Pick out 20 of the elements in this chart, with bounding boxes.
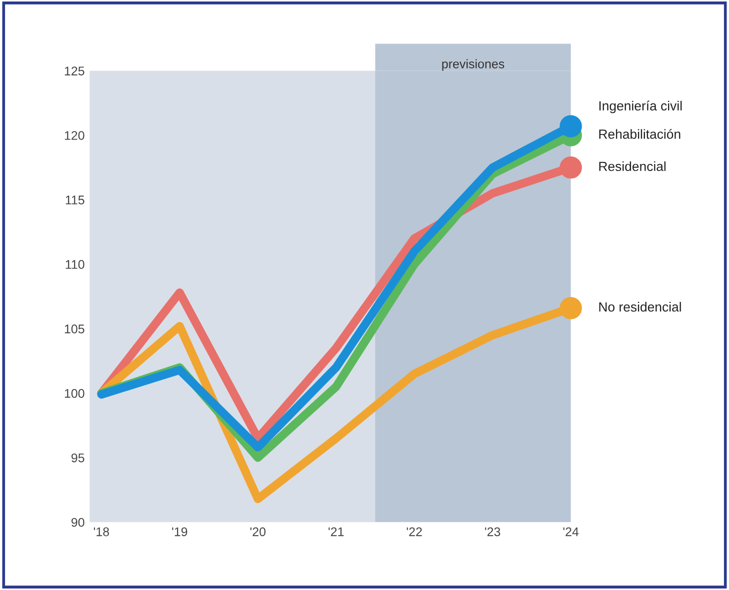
annotation: previsiones bbox=[442, 59, 504, 71]
x-tick-label: '21 bbox=[328, 527, 344, 536]
x-tick-label: '22 bbox=[406, 527, 422, 536]
y-tick-label: 105 bbox=[64, 324, 84, 334]
x-tick-label: '19 bbox=[172, 527, 188, 536]
x-tick-label: '20 bbox=[250, 527, 266, 536]
y-tick-label: 95 bbox=[71, 453, 84, 462]
y-tick-label: 115 bbox=[66, 196, 84, 204]
series-label: Residencial bbox=[599, 161, 666, 172]
series-label: Rehabilitación bbox=[599, 128, 680, 139]
x-tick-label: '24 bbox=[563, 527, 579, 536]
x-tick-label: '18 bbox=[94, 527, 110, 536]
y-tick-label: 125 bbox=[64, 66, 84, 76]
y-tick-label: 110 bbox=[66, 260, 84, 269]
x-tick-label: '23 bbox=[485, 527, 500, 536]
series-label: Ingeniería civil bbox=[599, 100, 682, 114]
y-tick-label: 90 bbox=[71, 518, 84, 527]
y-tick-label: 120 bbox=[64, 131, 84, 140]
series-label: No residencial bbox=[599, 302, 681, 312]
y-tick-label: 100 bbox=[64, 388, 84, 398]
